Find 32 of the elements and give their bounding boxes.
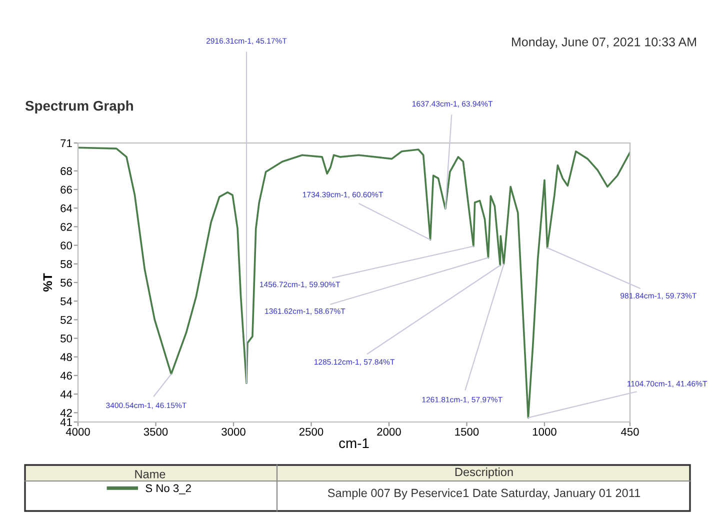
x-tick-label: 1500: [455, 428, 479, 436]
x-tick-label: 450: [620, 428, 639, 436]
y-tick-label: 64: [60, 204, 72, 212]
text: Description: [455, 467, 513, 479]
y-tick-label: 41: [60, 418, 72, 426]
y-tick-label: 62: [60, 222, 72, 231]
x-tick-label: 2000: [377, 428, 401, 436]
y-tick-label: 56: [60, 278, 72, 287]
y-tick-label: 71: [60, 139, 72, 148]
y-tick-label: 44: [60, 390, 72, 398]
x-tick-label: 3000: [222, 428, 246, 436]
x-tick-label: 3500: [144, 428, 168, 436]
legend-label: S No 3_2: [146, 484, 191, 494]
y-tick-label: 42: [60, 408, 72, 417]
y-tick-label: 54: [60, 297, 72, 306]
y-tick-label: 68: [60, 167, 72, 176]
y-tick-label: 48: [60, 353, 72, 362]
text: Monday, June 07, 2021 10:33 AM: [512, 37, 696, 49]
y-tick-label: 52: [60, 316, 72, 324]
x-axis-title: cm-1: [339, 438, 369, 448]
x-tick-label: 1000: [532, 428, 556, 436]
y-tick-label: 60: [60, 242, 72, 250]
text: Sample 007 By Peservice1 Date Saturday, January 01 2011: [328, 488, 640, 500]
x-tick-label: 4000: [66, 428, 90, 436]
y-tick-label: 50: [60, 334, 72, 342]
y-tick-label: 58: [60, 260, 72, 268]
legend-title: Name: [135, 470, 166, 478]
x-tick-label: 2500: [299, 428, 324, 436]
y-tick-label: 66: [60, 186, 72, 194]
y-tick-label: 46: [60, 372, 72, 380]
chart-title: Spectrum Graph: [25, 100, 133, 114]
y-axis-title: %T: [43, 273, 52, 292]
